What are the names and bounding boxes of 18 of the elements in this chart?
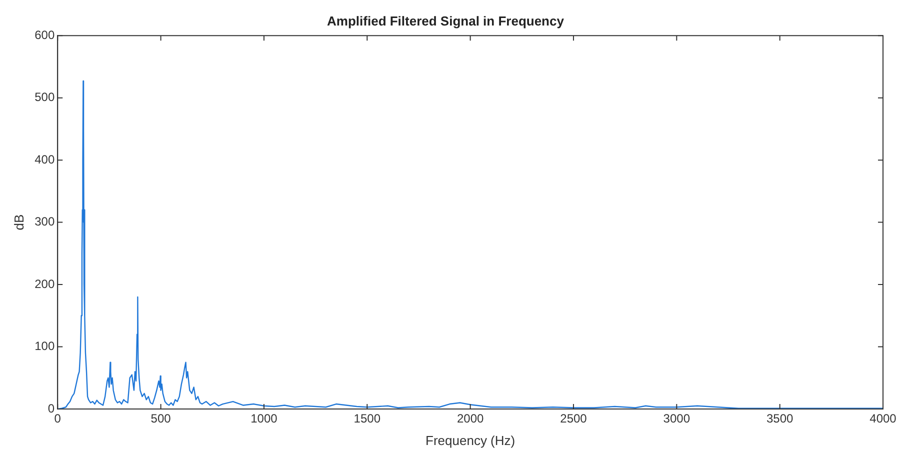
x-tick-label: 4000 bbox=[870, 412, 897, 426]
y-tick-label: 400 bbox=[34, 152, 55, 166]
y-tick-label: 300 bbox=[34, 214, 55, 229]
x-tick-label: 2000 bbox=[456, 412, 484, 426]
x-tick-label: 2500 bbox=[560, 412, 588, 426]
y-tick-label: 500 bbox=[34, 90, 55, 104]
x-tick-label: 3500 bbox=[766, 412, 794, 426]
y-tick-label: 100 bbox=[34, 339, 55, 354]
x-tick-label: 1500 bbox=[354, 412, 381, 426]
y-tick-label: 0 bbox=[48, 401, 55, 416]
x-tick-label: 3000 bbox=[663, 412, 690, 426]
y-tick-label: 600 bbox=[34, 28, 55, 42]
y-tick-label: 200 bbox=[34, 276, 55, 291]
x-tick-label: 1000 bbox=[250, 412, 278, 426]
y-axis-title: dB bbox=[11, 214, 26, 230]
chart-title: Amplified Filtered Signal in Frequency bbox=[327, 13, 565, 28]
x-axis-title: Frequency (Hz) bbox=[426, 432, 516, 448]
x-tick-label: 500 bbox=[150, 412, 172, 426]
